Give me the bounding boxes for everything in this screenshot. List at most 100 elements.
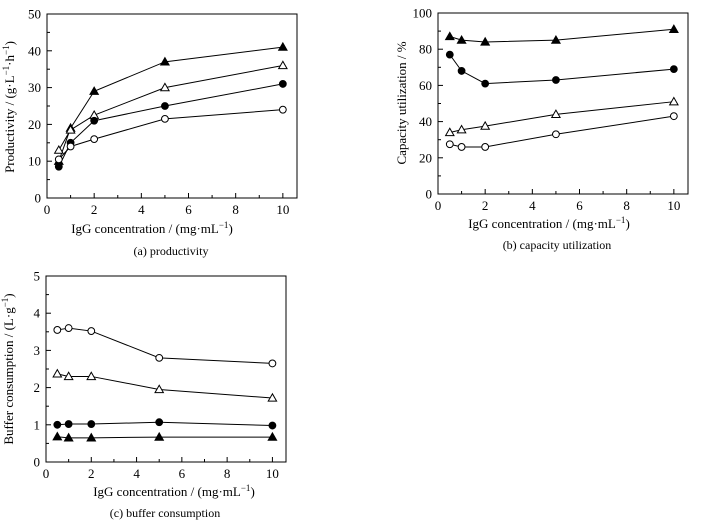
series-line-filled-circle	[449, 54, 674, 85]
y-axis-title-part: −1	[0, 298, 10, 308]
data-point-filled-triangle	[86, 432, 97, 442]
x-tick-label: 4	[138, 202, 145, 217]
data-point-filled-triangle	[89, 86, 100, 95]
x-tick-label: 10	[667, 198, 680, 213]
y-tick-label: 10	[28, 154, 41, 169]
y-axis-title-part: )	[1, 293, 16, 297]
data-point-open-circle	[481, 143, 490, 151]
data-point-filled-circle	[268, 421, 277, 430]
y-tick-label: 30	[28, 80, 41, 95]
data-point-filled-circle	[481, 79, 490, 88]
data-point-filled-circle	[53, 420, 62, 429]
y-tick-label: 20	[419, 150, 432, 165]
data-point-open-triangle	[480, 120, 491, 130]
x-tick-label: 6	[179, 466, 186, 481]
x-axis-title-part: −1	[616, 215, 626, 225]
x-axis-title-part: IgG concentration / (mg·mL	[93, 484, 241, 499]
data-point-filled-triangle	[550, 34, 561, 44]
x-axis-title-part: −1	[219, 220, 229, 230]
data-point-filled-triangle	[63, 432, 74, 442]
y-tick-label: 40	[419, 114, 432, 129]
data-point-open-circle	[155, 353, 164, 362]
y-tick-label: 5	[34, 269, 41, 284]
data-point-open-triangle	[550, 109, 561, 119]
x-axis-title-part: )	[228, 221, 232, 236]
plot-frame	[437, 12, 689, 195]
y-tick-label: 1	[34, 417, 41, 432]
x-tick-label: 8	[232, 202, 239, 217]
data-point-open-circle	[552, 130, 560, 139]
data-point-open-circle	[669, 112, 678, 121]
data-point-open-circle	[90, 135, 99, 144]
data-point-open-circle	[268, 359, 277, 368]
data-point-open-triangle	[52, 368, 63, 378]
series-line-filled-circle	[58, 83, 283, 167]
x-tick-label: 8	[224, 466, 231, 481]
y-tick-label: 4	[34, 306, 41, 321]
y-tick-label: 60	[419, 78, 432, 93]
chart-caption: (b) capacity utilization	[503, 238, 612, 252]
data-point-filled-circle	[552, 76, 560, 84]
x-tick-label: 4	[133, 466, 140, 481]
chart-caption: (a) productivity	[134, 244, 209, 258]
data-point-open-triangle	[456, 124, 467, 134]
y-axis-title: Capacity utilization / %	[394, 41, 409, 164]
data-point-open-triangle	[86, 371, 97, 381]
data-point-open-triangle	[65, 124, 76, 134]
data-point-open-triangle	[267, 392, 278, 402]
y-tick-label: 2	[34, 380, 41, 395]
data-point-open-circle	[445, 140, 454, 149]
data-point-filled-triangle	[668, 24, 679, 33]
x-tick-label: 8	[623, 198, 630, 213]
data-point-open-triangle	[154, 384, 165, 394]
x-tick-label: 6	[185, 202, 192, 217]
y-tick-label: 3	[34, 343, 41, 358]
data-point-open-circle	[53, 326, 62, 334]
y-axis-title-part: −1	[1, 45, 11, 55]
x-axis-title-part: IgG concentration / (mg·mL	[71, 221, 219, 236]
data-point-open-triangle	[63, 371, 74, 381]
x-tick-label: 2	[88, 466, 95, 481]
data-point-filled-circle	[90, 116, 99, 125]
plot-frame	[45, 275, 287, 463]
data-point-filled-circle	[445, 50, 454, 59]
x-axis-title: IgG concentration / (mg·mL−1)	[93, 483, 255, 499]
y-tick-label: 0	[426, 187, 433, 202]
chart-panel-1: 0 2 4 6 8 10 0 10 20 30 40 50 IgG concentration / (m…	[1, 7, 298, 258]
y-axis-title-part: ·h	[2, 55, 17, 66]
x-tick-label: 6	[576, 198, 583, 213]
y-axis-title: Productivity / (g·L−1·h−1)	[1, 41, 17, 173]
y-tick-label: 0	[35, 191, 42, 206]
y-tick-label: 40	[28, 43, 41, 58]
data-point-filled-circle	[64, 420, 73, 428]
data-point-filled-triangle	[456, 34, 467, 44]
data-point-filled-triangle	[154, 431, 165, 441]
x-tick-label: 0	[43, 466, 50, 481]
x-tick-label: 2	[482, 198, 489, 213]
x-axis-title: IgG concentration / (mg·mL−1)	[71, 220, 233, 236]
y-tick-label: 80	[419, 42, 432, 57]
data-point-filled-circle	[457, 67, 466, 75]
y-tick-label: 50	[28, 7, 41, 22]
x-tick-label: 2	[91, 202, 98, 217]
data-point-open-triangle	[444, 127, 455, 137]
y-axis-title-part: )	[2, 41, 17, 45]
data-point-open-triangle	[159, 82, 170, 92]
data-point-filled-circle	[161, 102, 169, 110]
series-line-filled-triangle	[58, 46, 283, 162]
data-point-filled-circle	[278, 80, 287, 88]
y-axis-title-part: Productivity / (g·L	[2, 75, 17, 173]
data-point-filled-circle	[669, 65, 678, 74]
data-point-open-circle	[161, 114, 169, 123]
data-point-open-circle	[66, 142, 75, 151]
x-tick-label: 10	[276, 202, 289, 217]
x-tick-label: 0	[435, 198, 442, 213]
data-point-open-triangle	[668, 96, 679, 106]
data-point-open-circle	[457, 143, 466, 151]
y-axis-title: Buffer consumption / (L·g−1)	[0, 293, 16, 444]
x-tick-label: 10	[266, 466, 279, 481]
data-point-open-circle	[64, 324, 73, 332]
